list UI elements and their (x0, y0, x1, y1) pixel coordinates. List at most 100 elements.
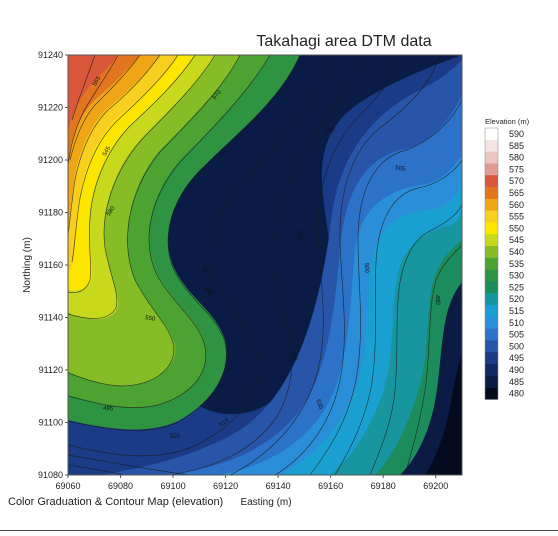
colorbar-swatch (485, 328, 498, 341)
contour-line (404, 244, 462, 475)
contour-line (68, 55, 241, 387)
bottom-divider (0, 530, 558, 531)
y-tick-label: 91120 (39, 365, 63, 375)
contour-label: 570 (212, 89, 223, 101)
contour-line (71, 55, 96, 121)
contour-label: 550 (145, 315, 157, 323)
colorbar-label: 550 (509, 223, 524, 233)
contour-line (71, 55, 179, 263)
colorbar-label: 545 (509, 235, 524, 245)
colorbar-swatch (485, 151, 498, 164)
x-tick-label: 69120 (213, 481, 238, 491)
contour-label: 505 (395, 165, 407, 173)
colorbar-swatch (485, 316, 498, 329)
colorbar-swatch (485, 293, 498, 306)
x-tick-label: 69160 (318, 481, 343, 491)
contour-label: 490 (434, 295, 441, 306)
x-axis-label: Easting (m) (240, 497, 291, 508)
contour-label: 500 (363, 263, 370, 274)
colorbar-label: 535 (509, 259, 524, 269)
colorbar-label: 515 (509, 306, 524, 316)
contour-line (68, 454, 191, 475)
colorbar-swatch (485, 257, 498, 270)
colorbar-label: 580 (509, 153, 524, 163)
colorbar-swatch (485, 187, 498, 200)
colorbar-title: Elevation (m) (485, 117, 530, 126)
contour-line (417, 289, 462, 475)
contour-label: 535 (314, 399, 323, 411)
contour-label: 560 (203, 286, 215, 297)
contour-line (68, 55, 196, 294)
plot-area: 565 545 580 540 570 560 550 530 515 520 510 505 500 4… (68, 55, 462, 475)
contour-line (68, 55, 331, 457)
colorbar-swatch (485, 246, 498, 259)
x-tick-label: 69060 (55, 481, 80, 491)
elevation-band (425, 350, 462, 475)
y-tick-label: 91240 (38, 50, 63, 60)
contour-label: 495 (103, 406, 114, 413)
contour-line (369, 204, 462, 475)
contour-line (334, 159, 462, 475)
colorbar-label: 500 (509, 341, 524, 351)
colorbar-label: 490 (509, 365, 524, 375)
colorbar-swatch (485, 375, 498, 388)
contour-line (68, 464, 126, 475)
y-axis: 91080 91100 91120 91140 91160 91180 91200 91220… (38, 50, 68, 480)
chart-caption: Color Graduation & Contour Map (elevatio… (8, 496, 224, 508)
colorbar-label: 510 (509, 318, 524, 328)
contour-labels: 565 545 580 540 570 560 550 530 515 520 510 505 500 4… (92, 75, 440, 440)
colorbar-swatch (485, 222, 498, 235)
colorbar-label: 485 (509, 377, 524, 387)
colorbar-label: 555 (509, 212, 524, 222)
colorbar-label: 530 (509, 271, 524, 281)
y-tick-label: 91080 (38, 470, 63, 480)
contour-line (68, 55, 301, 431)
contour-line (68, 55, 161, 236)
colorbar-label: 540 (509, 247, 524, 257)
contour-label: 520 (289, 350, 298, 362)
colorbar-label: 560 (509, 200, 524, 210)
contour-line (68, 55, 119, 166)
contour-lines (68, 55, 462, 475)
colorbar-label: 505 (509, 330, 524, 340)
contour-label: 580 (106, 205, 117, 217)
colorbar-swatch (485, 269, 498, 282)
colorbar-swatch (485, 340, 498, 353)
colorbar-label: 565 (509, 188, 524, 198)
colorbar-label: 575 (509, 164, 524, 174)
colorbar-label: 480 (509, 389, 524, 399)
contour-label: 540 (200, 266, 212, 278)
colorbar-swatch (485, 128, 498, 141)
elevation-band (68, 55, 118, 130)
y-tick-label: 91180 (39, 208, 63, 218)
colorbar-label: 495 (509, 353, 524, 363)
colorbar-label: 520 (509, 294, 524, 304)
colorbar-swatch (485, 198, 498, 211)
y-tick-label: 91100 (39, 418, 63, 428)
chart-title: Takahagi area DTM data (256, 33, 431, 50)
x-tick-label: 69140 (266, 481, 291, 491)
contour-line (229, 55, 399, 475)
contour-label: 545 (102, 145, 113, 157)
contour-label: 565 (92, 75, 103, 87)
x-tick-label: 69100 (161, 481, 186, 491)
x-tick-label: 69200 (423, 481, 448, 491)
colorbar-swatch (485, 364, 498, 377)
colorbar-swatch (485, 139, 498, 152)
x-axis: 69060 69080 69100 69120 69140 69160 69180 69200 (55, 475, 448, 491)
elevation-fill (68, 55, 462, 475)
contour-label: 515 (324, 127, 336, 135)
contour-line (274, 55, 441, 475)
colorbar-label: 590 (509, 129, 524, 139)
contour-label: 530 (295, 229, 303, 241)
contour-label: 510 (219, 417, 231, 428)
contour-line (69, 55, 141, 161)
colorbar-swatch (485, 175, 498, 188)
colorbar-label: 585 (509, 141, 524, 151)
y-tick-label: 91220 (38, 103, 63, 113)
y-tick-label: 91160 (39, 260, 63, 270)
contour-line (68, 55, 216, 319)
colorbar-swatch (485, 387, 498, 400)
